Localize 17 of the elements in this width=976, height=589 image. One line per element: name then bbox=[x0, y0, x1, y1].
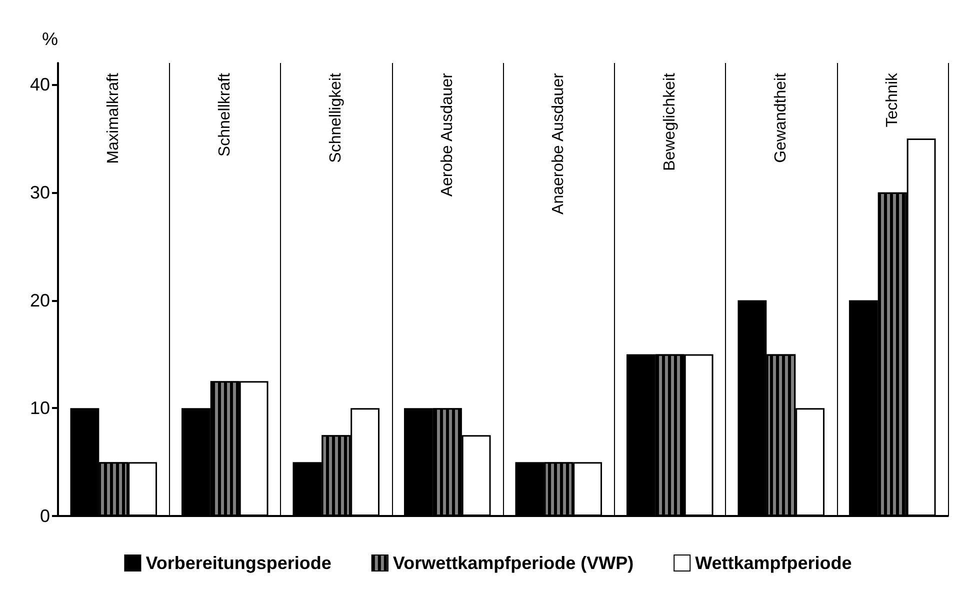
x-tick-label: Beweglichkeit bbox=[661, 72, 678, 171]
y-tick-label: 10 bbox=[30, 398, 50, 418]
legend-label: Wettkampfperiode bbox=[695, 553, 852, 573]
x-tick-label: Maximalkraft bbox=[105, 72, 122, 164]
legend-label: Vorwettkampfperiode (VWP) bbox=[392, 553, 634, 573]
y-tick-label: 40 bbox=[30, 74, 50, 95]
x-tick-label: Schnellkraft bbox=[216, 72, 234, 157]
x-tick-label: Technik bbox=[884, 72, 901, 128]
y-axis-title: % bbox=[42, 29, 58, 49]
legend-label: Vorbereitungsperiode bbox=[146, 553, 332, 573]
y-tick-label: 0 bbox=[40, 506, 50, 526]
y-tick-label: 30 bbox=[30, 182, 50, 202]
y-tick-label: 20 bbox=[30, 290, 50, 310]
x-tick-label: Gewandtheit bbox=[772, 72, 790, 163]
x-tick-label: Schnelligkeit bbox=[328, 72, 345, 163]
x-tick-label: Aerobe Ausdauer bbox=[438, 72, 456, 197]
x-tick-label: Anaerobe Ausdauer bbox=[550, 72, 568, 214]
